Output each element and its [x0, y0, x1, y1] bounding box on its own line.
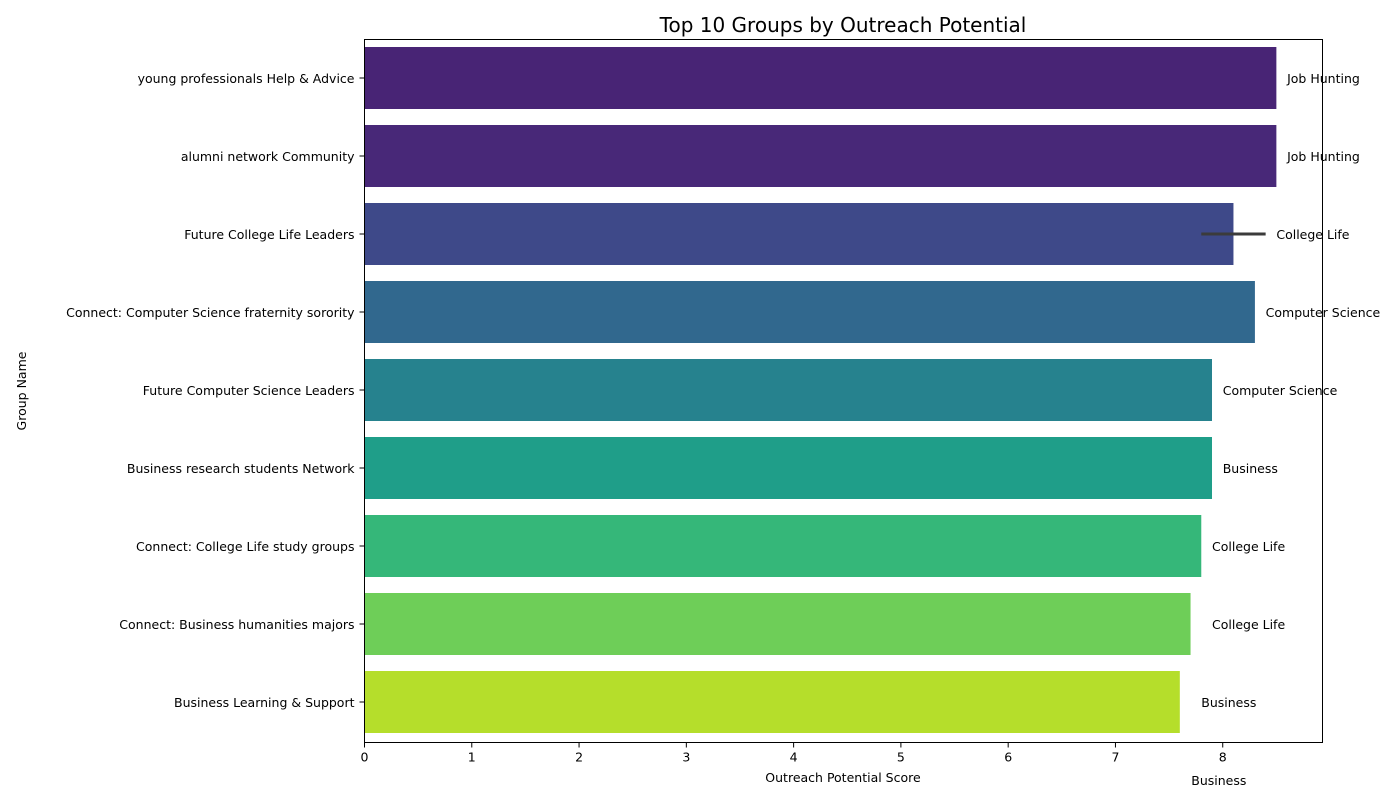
bar-annotation: College Life — [1212, 617, 1285, 632]
x-tick-label: 7 — [1111, 750, 1119, 765]
bar — [364, 47, 1277, 109]
bar-annotation: College Life — [1212, 539, 1285, 554]
bar — [364, 125, 1277, 187]
x-tick-label: 6 — [1004, 750, 1012, 765]
bar-annotation: Business — [1201, 695, 1256, 710]
chart-title: Top 10 Groups by Outreach Potential — [659, 13, 1027, 37]
bar — [364, 359, 1213, 421]
x-tick-label: 5 — [897, 750, 905, 765]
x-tick-label: 3 — [682, 750, 690, 765]
y-tick-label: Connect: College Life study groups — [136, 539, 354, 554]
bar — [364, 281, 1255, 343]
bar-annotation: Computer Science — [1266, 305, 1381, 320]
bar — [364, 437, 1213, 499]
bar-annotation: Computer Science — [1223, 383, 1338, 398]
y-tick-label: Business research students Network — [127, 461, 355, 476]
y-tick-label: Future College Life Leaders — [184, 227, 354, 242]
y-axis-label: Group Name — [14, 351, 29, 430]
bar — [364, 203, 1234, 265]
y-tick-label: Connect: Computer Science fraternity sor… — [66, 305, 355, 320]
y-tick-label: alumni network Community — [181, 149, 355, 164]
x-tick-label: 2 — [575, 750, 583, 765]
bar-annotation: Business — [1223, 461, 1278, 476]
x-tick-label: 1 — [468, 750, 476, 765]
bar — [364, 671, 1180, 733]
x-axis-label: Outreach Potential Score — [765, 770, 921, 785]
bar-annotation: College Life — [1276, 227, 1349, 242]
y-tick-label: Connect: Business humanities majors — [119, 617, 354, 632]
y-tick-label: Business Learning & Support — [174, 695, 355, 710]
y-tick-label: Future Computer Science Leaders — [143, 383, 355, 398]
bar — [364, 515, 1202, 577]
bar-annotation: Business — [1191, 773, 1246, 788]
y-tick-label: young professionals Help & Advice — [138, 71, 355, 86]
x-tick-label: 4 — [790, 750, 798, 765]
x-tick-label: 8 — [1219, 750, 1227, 765]
x-tick-label: 0 — [361, 750, 369, 765]
plot-frame — [364, 39, 1323, 743]
bar — [364, 593, 1191, 655]
